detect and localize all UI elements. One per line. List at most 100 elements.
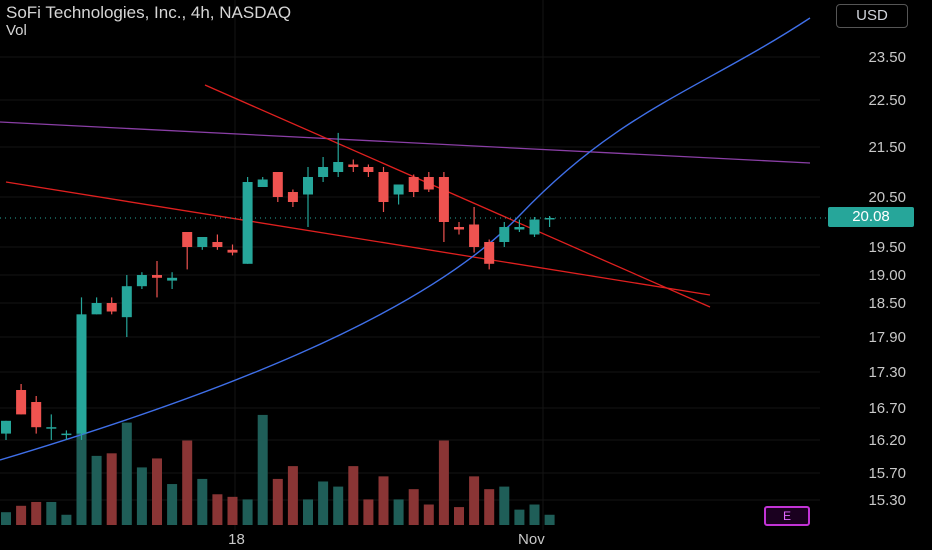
candle: [227, 244, 238, 256]
volume-bar: [333, 486, 344, 525]
candle-body: [46, 427, 57, 429]
price-tick-label: 15.70: [868, 465, 906, 482]
candle: [31, 396, 42, 434]
chart-title: SoFi Technologies, Inc., 4h, NASDAQ: [6, 3, 292, 22]
candle-body: [529, 219, 540, 235]
time-tick-label: Nov: [518, 531, 545, 548]
price-tick-label: 16.70: [868, 400, 906, 417]
candle: [363, 164, 374, 177]
candle-body: [469, 224, 480, 247]
candle-body: [378, 172, 389, 202]
volume-bar: [287, 466, 298, 525]
candle: [287, 189, 298, 207]
price-tick-label: 18.50: [868, 295, 906, 312]
volume-bar: [197, 478, 208, 525]
earnings-badge[interactable]: E: [764, 506, 810, 526]
price-tick-label: 19.50: [868, 239, 906, 256]
candle: [454, 222, 464, 235]
candle: [76, 297, 87, 440]
candle-body: [257, 179, 268, 187]
candle: [499, 222, 510, 247]
volume-bar: [272, 478, 283, 525]
candle: [136, 272, 147, 289]
candle-body: [303, 177, 313, 195]
volume-bar: [454, 507, 464, 525]
price-tick-label: 17.90: [868, 329, 906, 346]
candle: [212, 234, 223, 250]
candle: [257, 177, 268, 187]
candle-body: [333, 162, 344, 172]
volume-bar: [167, 484, 178, 525]
time-tick-label: 18: [228, 531, 245, 548]
volume-bar: [106, 453, 117, 525]
volume-bar: [544, 514, 555, 525]
candle: [152, 261, 162, 298]
volume-bar: [378, 476, 389, 525]
candle-body: [61, 433, 72, 436]
candle-body: [363, 167, 374, 172]
candle-body: [408, 177, 419, 192]
price-tick-label: 16.20: [868, 432, 906, 449]
candle-body: [454, 227, 464, 230]
volume-bar: [499, 486, 510, 525]
candle: [167, 272, 178, 289]
price-tick-label: 22.50: [868, 92, 906, 109]
candle-body: [393, 184, 404, 195]
volume-bar: [423, 504, 434, 525]
candle: [121, 275, 132, 337]
candle: [272, 172, 283, 202]
volume-bar: [303, 499, 313, 525]
candle: [91, 297, 102, 315]
volume-bar: [121, 422, 132, 525]
candle-body: [182, 232, 193, 247]
candle: [378, 167, 389, 212]
last-price-label: 20.08: [828, 207, 914, 227]
candle: [544, 216, 555, 227]
candle: [182, 232, 193, 270]
volume-bar: [182, 440, 193, 525]
volume-bar: [46, 501, 57, 525]
red-descending-trendline: [204, 84, 711, 308]
candle: [16, 384, 27, 415]
candle: [529, 217, 540, 237]
candle-body: [544, 218, 555, 220]
candle-body: [423, 177, 434, 190]
time-axis: 18 Nov: [228, 531, 545, 548]
candle-body: [318, 167, 329, 177]
volume-bar: [16, 505, 27, 525]
currency-button[interactable]: USD: [836, 4, 908, 28]
candle-body: [121, 286, 132, 318]
candle: [438, 172, 449, 242]
candle-body: [197, 237, 208, 247]
chart-grid: [0, 0, 820, 530]
candle-body: [514, 227, 525, 230]
candle: [484, 239, 495, 270]
candle-body: [212, 242, 223, 247]
price-tick-label: 15.30: [868, 492, 906, 509]
volume-bar: [484, 489, 495, 525]
volume-bar: [529, 504, 540, 525]
volume-bar: [438, 440, 449, 525]
candle: [303, 167, 313, 227]
candle: [333, 132, 344, 177]
volume-bar: [257, 414, 268, 525]
volume-bars: [1, 397, 555, 525]
candle: [242, 177, 253, 264]
volume-bar: [136, 467, 147, 525]
price-axis: 23.50 22.50 21.50 20.50 19.50 19.00 18.50 17.90…: [868, 49, 906, 509]
candle: [106, 297, 117, 315]
candle-body: [76, 314, 87, 434]
price-tick-label: 17.30: [868, 364, 906, 381]
candle: [514, 219, 525, 232]
candle: [46, 414, 57, 440]
candle-body: [106, 303, 117, 312]
volume-bar: [514, 509, 525, 525]
red-lower-trendline: [5, 181, 711, 296]
candle-body: [348, 164, 359, 167]
candle: [61, 430, 72, 440]
volume-bar: [212, 494, 223, 525]
candle: [393, 184, 404, 205]
candle-body: [167, 277, 178, 281]
volume-bar: [61, 514, 72, 525]
